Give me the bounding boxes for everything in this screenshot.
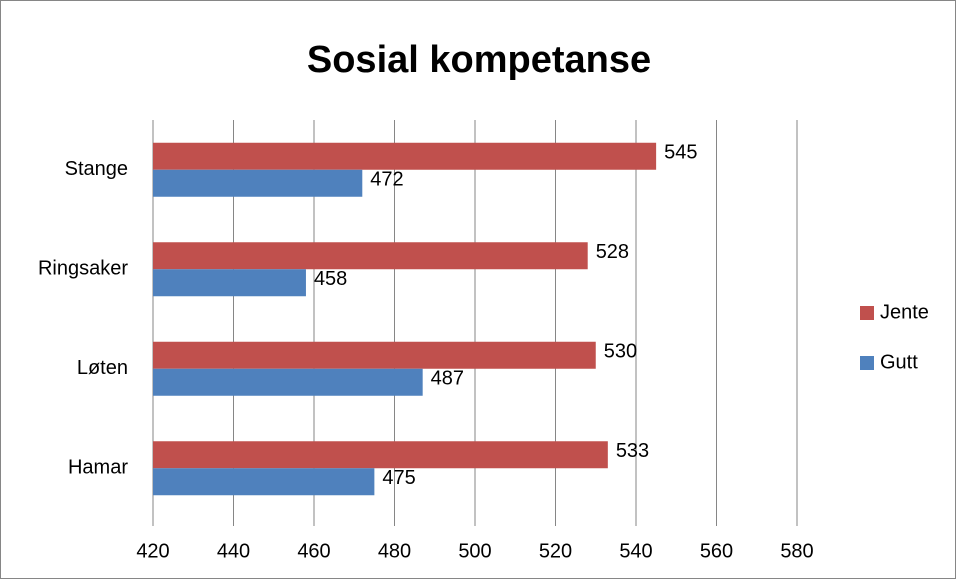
value-label: 475 [382,467,415,489]
bar [153,169,363,197]
x-tick-label: 520 [539,540,572,562]
x-tick-label: 560 [700,540,733,562]
x-tick-label: 480 [378,540,411,562]
value-label: 545 [664,142,697,164]
value-label: 528 [596,241,629,263]
bar [153,142,657,170]
y-tick-label: Stange [65,158,128,180]
x-tick-label: 420 [136,540,169,562]
legend-swatch [860,356,874,370]
legend-swatch [860,306,874,320]
x-tick-label: 460 [297,540,330,562]
bar [153,468,375,496]
y-tick-label: Ringsaker [38,258,128,280]
bar [153,341,596,369]
legend-label: Gutt [880,351,918,373]
value-label: 458 [314,268,347,290]
value-label: 487 [431,368,464,390]
x-tick-label: 500 [458,540,491,562]
legend-label: Jente [880,301,929,323]
bar [153,441,608,469]
x-tick-label: 580 [780,540,813,562]
bar [153,242,588,270]
x-tick-label: 440 [217,540,250,562]
x-tick-label: 540 [619,540,652,562]
y-tick-label: Hamar [68,457,128,479]
value-label: 472 [370,169,403,191]
bar [153,269,306,297]
value-label: 530 [604,341,637,363]
chart-title: Sosial kompetanse [307,39,651,81]
value-label: 533 [616,440,649,462]
bar [153,368,423,396]
y-tick-label: Løten [77,357,128,379]
